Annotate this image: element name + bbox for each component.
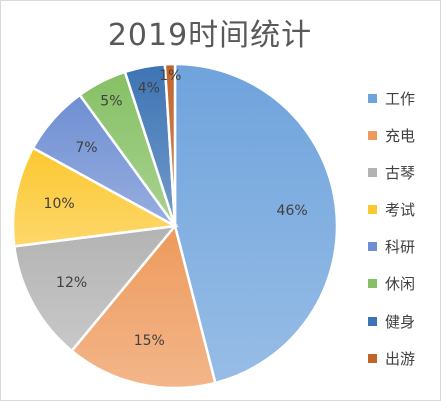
slice-2-wedge bbox=[69, 223, 217, 390]
slice-4-data-label: 10% bbox=[44, 196, 75, 212]
slice-3-wedge bbox=[12, 224, 178, 353]
legend-item-4: 考试 bbox=[368, 200, 438, 220]
legend-label: 科研 bbox=[385, 238, 416, 257]
chart-legend: 工作充电古琴考试科研休闲健身出游 bbox=[368, 88, 438, 386]
legend-item-2: 充电 bbox=[368, 125, 438, 145]
legend-item-6: 休闲 bbox=[368, 274, 438, 294]
legend-swatch bbox=[368, 316, 377, 326]
slice-3-data-label: 12% bbox=[56, 275, 87, 291]
slice-1-wedge bbox=[173, 62, 339, 385]
legend-label: 工作 bbox=[385, 89, 416, 108]
legend-swatch bbox=[368, 93, 377, 103]
slice-6-data-label: 5% bbox=[100, 93, 122, 109]
legend-swatch bbox=[368, 167, 377, 177]
slice-2-data-label: 15% bbox=[134, 333, 165, 349]
slice-8-data-label: 1% bbox=[159, 68, 181, 84]
slice-1-data-label: 46% bbox=[277, 203, 308, 219]
legend-item-1: 工作 bbox=[368, 88, 438, 108]
legend-item-8: 出游 bbox=[368, 348, 438, 368]
legend-swatch bbox=[368, 242, 377, 252]
legend-swatch bbox=[368, 353, 377, 363]
legend-label: 健身 bbox=[385, 312, 416, 331]
legend-swatch bbox=[368, 279, 377, 289]
legend-label: 考试 bbox=[385, 201, 416, 220]
legend-item-3: 古琴 bbox=[368, 162, 438, 182]
legend-swatch bbox=[368, 205, 377, 215]
legend-label: 古琴 bbox=[385, 163, 416, 182]
legend-label: 出游 bbox=[385, 349, 416, 368]
pie-slices bbox=[11, 62, 339, 390]
slice-8-wedge bbox=[163, 62, 177, 227]
slice-5-data-label: 7% bbox=[75, 140, 97, 156]
slice-7-data-label: 4% bbox=[138, 81, 160, 97]
legend-item-7: 健身 bbox=[368, 311, 438, 331]
chart-title: 2019时间统计 bbox=[107, 18, 313, 53]
legend-label: 休闲 bbox=[385, 275, 416, 294]
slice-4-wedge bbox=[11, 146, 179, 248]
legend-item-5: 科研 bbox=[368, 237, 438, 257]
pie-data-labels: 46% 15% 12% 10% 7% 5% 4%1% bbox=[44, 68, 308, 349]
legend-label: 充电 bbox=[385, 126, 416, 145]
legend-swatch bbox=[368, 130, 377, 140]
